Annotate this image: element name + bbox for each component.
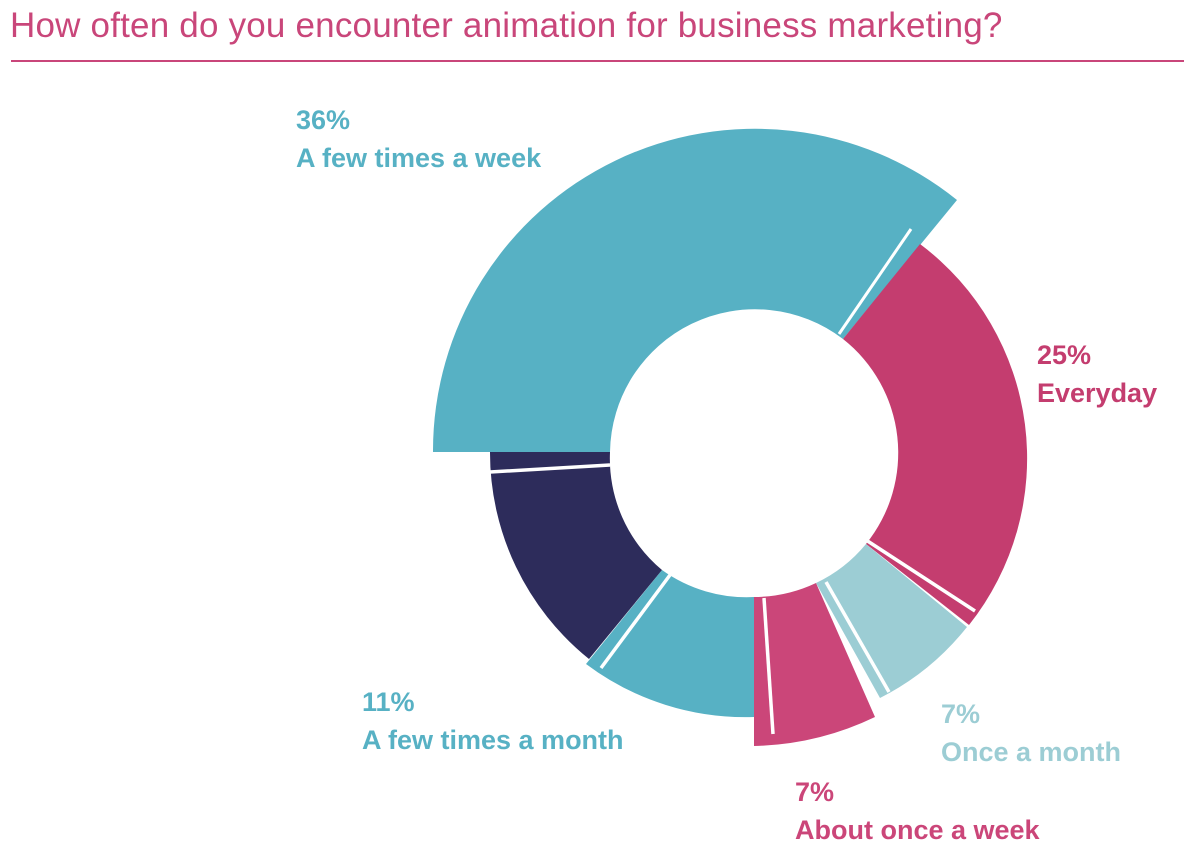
- label-percent: 25%: [1037, 340, 1092, 370]
- segment-divider: [837, 228, 913, 335]
- label-percent: 36%: [296, 105, 351, 135]
- segment-navy: [489, 452, 662, 659]
- label-percent: 7%: [795, 777, 835, 807]
- segment-divider: [762, 597, 775, 735]
- segment-about-once-a-week: [754, 583, 875, 746]
- label-about-once-a-week: 7% About once a week: [795, 773, 1040, 849]
- segment-once-a-month: [816, 544, 967, 698]
- label-name: Once a month: [941, 737, 1122, 767]
- segment-divider: [865, 538, 976, 613]
- label-percent: 11%: [362, 687, 415, 717]
- segment-a-few-times-a-month: [586, 570, 754, 718]
- label-everyday: 25% Everyday: [1037, 336, 1157, 412]
- label-a-few-times-a-week: 36% A few times a week: [296, 101, 541, 177]
- label-name: About once a week: [795, 815, 1040, 845]
- title-underline: [11, 60, 1184, 62]
- label-percent: 7%: [941, 699, 981, 729]
- chart-title: How often do you encounter animation for…: [10, 6, 1003, 45]
- label-once-a-month: 7% Once a month: [941, 695, 1121, 771]
- segment-divider: [599, 573, 672, 670]
- segment-everyday: [843, 244, 1028, 625]
- label-name: A few times a month: [362, 725, 624, 755]
- label-a-few-times-a-month: 11% A few times a month: [362, 683, 624, 759]
- segment-divider: [824, 581, 891, 693]
- label-name: Everyday: [1037, 378, 1158, 408]
- segment-divider: [489, 463, 611, 474]
- segment-a-few-times-a-week: [432, 128, 957, 452]
- label-name: A few times a week: [296, 143, 542, 173]
